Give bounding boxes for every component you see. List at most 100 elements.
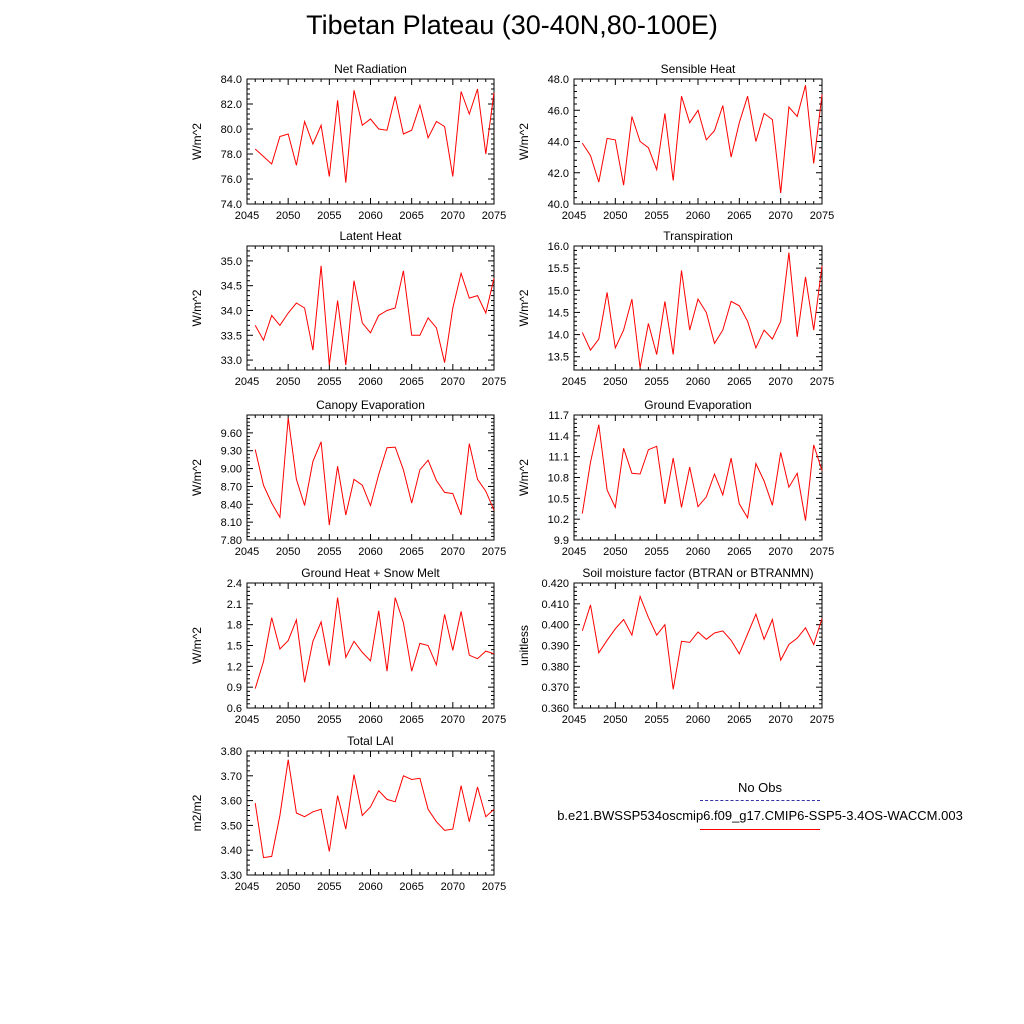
- y-tick-label: 10.5: [548, 493, 569, 505]
- x-tick-label: 2075: [810, 376, 834, 388]
- x-tick-label: 2050: [276, 210, 300, 222]
- y-tick-label: 0.410: [541, 599, 569, 611]
- panel-title: Soil moisture factor (BTRAN or BTRANMN): [582, 566, 813, 580]
- panel-7: Soil moisture factor (BTRAN or BTRANMN) u…: [517, 566, 834, 726]
- x-tick-label: 2065: [727, 546, 751, 558]
- legend-line-no-obs: [700, 800, 820, 801]
- panel-3: Transpiration W/m^2 2045 2050 2055 2060 2065 20…: [517, 229, 834, 388]
- x-tick-label: 2065: [399, 546, 423, 558]
- legend-label-no-obs: No Obs: [737, 780, 783, 795]
- panel-title: Ground Heat + Snow Melt: [301, 566, 440, 580]
- series-line: [254, 597, 495, 689]
- x-tick-label: 2060: [358, 546, 382, 558]
- panel-4: Canopy Evaporation W/m^2 2045 2050 2055 2060 2…: [190, 398, 506, 558]
- y-tick-label: 3.70: [221, 771, 242, 783]
- x-tick-label: 2060: [686, 714, 710, 726]
- x-tick-label: 2065: [727, 210, 751, 222]
- x-tick-label: 2050: [603, 376, 627, 388]
- x-tick-label: 2060: [686, 210, 710, 222]
- series-line: [581, 424, 823, 521]
- series-line: [254, 265, 495, 366]
- y-tick-label: 46.0: [548, 105, 569, 117]
- y-tick-label: 0.370: [541, 682, 569, 694]
- panel-frame: [246, 245, 495, 371]
- y-tick-label: 76.0: [221, 174, 242, 186]
- x-tick-label: 2050: [603, 210, 627, 222]
- x-tick-label: 2070: [441, 881, 465, 893]
- panel-0: Net Radiation W/m^2 2045 2050 2055 2060 2065 20…: [190, 62, 506, 222]
- series-line: [581, 594, 823, 690]
- y-axis-label: m2/m2: [190, 794, 204, 831]
- y-tick-label: 2.4: [227, 578, 242, 590]
- x-tick-label: 2065: [399, 376, 423, 388]
- x-tick-label: 2070: [768, 546, 792, 558]
- y-tick-label: 0.400: [541, 620, 569, 632]
- legend-line-model-run: [700, 829, 820, 830]
- y-tick-label: 11.1: [548, 452, 569, 464]
- y-tick-label: 2.1: [227, 599, 242, 611]
- x-tick-label: 2055: [644, 546, 668, 558]
- y-tick-label: 3.30: [221, 870, 242, 882]
- x-tick-label: 2070: [768, 714, 792, 726]
- x-tick-label: 2055: [317, 881, 341, 893]
- y-tick-label: 10.8: [548, 473, 569, 485]
- panel-2: Latent Heat W/m^2 2045 2050 2055 2060 2065 2070…: [190, 229, 506, 388]
- y-axis-label: unitless: [517, 625, 531, 666]
- legend-label-model-run: b.e21.BWSSP534oscmip6.f09_g17.CMIP6-SSP5…: [557, 808, 963, 823]
- y-axis-label: W/m^2: [517, 123, 531, 160]
- y-tick-label: 3.80: [221, 746, 242, 758]
- panel-5: Ground Evaporation W/m^2 2045 2050 2055 2060 2…: [517, 398, 834, 558]
- y-tick-label: 16.0: [548, 241, 569, 253]
- y-tick-label: 0.6: [227, 703, 242, 715]
- panel-title: Sensible Heat: [661, 62, 736, 76]
- x-tick-label: 2055: [317, 546, 341, 558]
- panel-title: Transpiration: [663, 229, 733, 243]
- x-tick-label: 2055: [644, 210, 668, 222]
- x-tick-label: 2055: [644, 714, 668, 726]
- y-tick-label: 0.380: [541, 661, 569, 673]
- y-tick-label: 9.00: [221, 464, 242, 476]
- x-tick-label: 2065: [727, 376, 751, 388]
- x-tick-label: 2075: [482, 881, 506, 893]
- panel-frame: [573, 78, 823, 205]
- panel-title: Net Radiation: [334, 62, 407, 76]
- y-tick-label: 35.0: [221, 256, 242, 268]
- x-tick-label: 2055: [644, 376, 668, 388]
- x-tick-label: 2070: [768, 376, 792, 388]
- y-axis-label: W/m^2: [517, 289, 531, 326]
- panel-frame: [573, 414, 823, 541]
- x-tick-label: 2055: [317, 210, 341, 222]
- x-tick-label: 2070: [441, 714, 465, 726]
- x-tick-label: 2055: [317, 376, 341, 388]
- x-tick-label: 2075: [810, 210, 834, 222]
- x-tick-label: 2050: [276, 881, 300, 893]
- panel-8: Total LAI m2/m2 2045 2050 2055 2060 2065 2070 20…: [190, 734, 506, 893]
- x-tick-label: 2060: [358, 376, 382, 388]
- y-tick-label: 80.0: [221, 124, 242, 136]
- y-tick-label: 3.60: [221, 796, 242, 808]
- series-line: [254, 88, 495, 183]
- y-tick-label: 8.40: [221, 499, 242, 511]
- x-tick-label: 2045: [562, 714, 586, 726]
- y-tick-label: 84.0: [221, 74, 242, 86]
- y-tick-label: 78.0: [221, 149, 242, 161]
- x-tick-label: 2065: [727, 714, 751, 726]
- y-axis-label: W/m^2: [190, 459, 204, 496]
- y-tick-label: 42.0: [548, 168, 569, 180]
- y-tick-label: 33.5: [221, 330, 242, 342]
- x-tick-label: 2050: [276, 546, 300, 558]
- y-tick-label: 8.10: [221, 517, 242, 529]
- panel-frame: [246, 750, 495, 876]
- y-tick-label: 7.80: [221, 535, 242, 547]
- y-tick-label: 40.0: [548, 199, 569, 211]
- y-tick-label: 14.0: [548, 330, 569, 342]
- y-tick-label: 11.4: [548, 431, 569, 443]
- y-axis-label: W/m^2: [517, 459, 531, 496]
- x-tick-label: 2070: [441, 376, 465, 388]
- x-tick-label: 2050: [276, 376, 300, 388]
- panel-6: Ground Heat + Snow Melt W/m^2 2045 2050 2055…: [190, 566, 506, 726]
- panel-frame: [573, 245, 823, 371]
- x-tick-label: 2060: [686, 546, 710, 558]
- x-tick-label: 2045: [235, 881, 259, 893]
- x-tick-label: 2075: [482, 376, 506, 388]
